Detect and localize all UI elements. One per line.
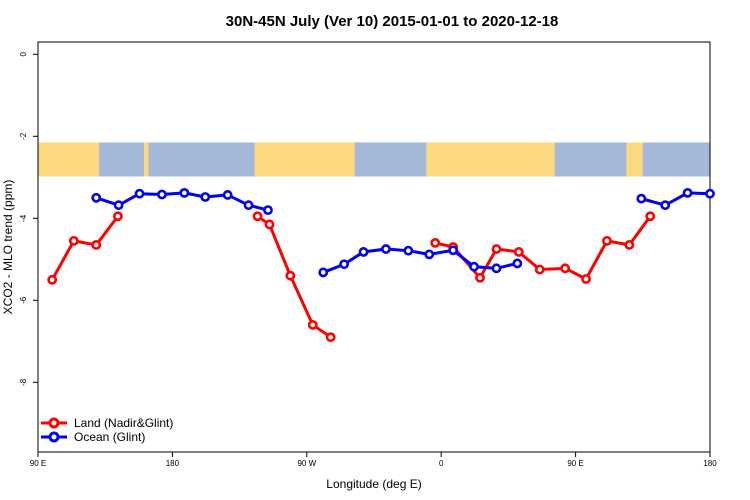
map-ocean — [38, 142, 710, 177]
series-1-point-0-1 — [113, 200, 124, 211]
series-0-point-2-4 — [513, 247, 524, 257]
series-1-line-1 — [322, 247, 518, 274]
y-tick-label-0: 0 — [19, 52, 28, 57]
map-land-1 — [144, 142, 149, 177]
series-1-point-0-7 — [243, 200, 254, 211]
series-1-point-1-7 — [469, 261, 479, 272]
y-tick-label-3: -6 — [19, 296, 28, 304]
x-tick-label-4: 90 E — [567, 459, 583, 468]
map-land-4 — [626, 142, 643, 177]
series-1-point-0-0 — [91, 192, 102, 203]
series-1-point-0-6 — [222, 190, 233, 200]
series-0-point-2-6 — [560, 263, 571, 274]
map-land-0 — [38, 142, 100, 177]
series-1-point-0-2 — [134, 188, 145, 199]
series-1-line-2 — [640, 191, 711, 207]
series-0-point-1-4 — [325, 332, 336, 343]
y-axis: 0 -2 -4 -6 -8 — [19, 52, 38, 386]
series-0-point-2-3 — [491, 244, 502, 254]
series-1-point-2-3 — [705, 188, 715, 199]
series-1-point-2-1 — [660, 200, 671, 211]
legend-ocean-marker — [48, 431, 60, 443]
series-0-point-1-2 — [285, 270, 296, 281]
series-1-point-0-8 — [263, 205, 273, 215]
series-1-point-1-5 — [424, 249, 435, 260]
series-1-point-1-2 — [358, 247, 369, 257]
x-tick-label-5: 180 — [703, 459, 717, 468]
x-tick-label-0: 90 E — [30, 459, 46, 468]
y-tick-label-4: -8 — [19, 378, 28, 386]
plot-frame — [37, 41, 711, 453]
world-map-strip — [38, 142, 710, 177]
legend-land-marker — [48, 417, 60, 429]
series-0-point-2-2 — [475, 272, 485, 283]
x-tick-label-2: 90 W — [297, 459, 316, 468]
series-0-point-2-0 — [430, 237, 441, 248]
series-0-point-0-2 — [91, 240, 102, 250]
x-tick-label-3: 0 — [439, 459, 444, 468]
series-0-line-0 — [50, 215, 120, 281]
series-0-point-2-5 — [534, 264, 545, 275]
series-1-point-1-3 — [381, 244, 391, 254]
series-0-point-1-0 — [252, 211, 263, 222]
x-axis-label: Longitude (deg E) — [326, 477, 421, 491]
y-tick-label-1: -2 — [19, 132, 28, 140]
series-0-point-2-7 — [581, 274, 591, 284]
x-tick-label-1: 180 — [166, 459, 180, 468]
series-1-point-1-8 — [491, 263, 502, 274]
series-1-point-0-5 — [200, 192, 211, 202]
series-0-point-1-1 — [264, 219, 275, 230]
series-layer — [47, 187, 715, 343]
series-1-point-1-4 — [403, 245, 414, 256]
series-1-point-2-2 — [682, 187, 693, 198]
legend-land-label: Land (Nadir&Glint) — [74, 416, 173, 430]
series-0-point-2-9 — [624, 240, 635, 250]
series-0-point-0-3 — [112, 211, 123, 222]
series-1-point-0-4 — [179, 187, 190, 198]
legend-ocean-label: Ocean (Glint) — [74, 430, 145, 444]
series-1-point-1-1 — [339, 259, 350, 270]
series-0-point-0-0 — [47, 274, 58, 285]
chart-title: 30N-45N July (Ver 10) 2015-01-01 to 2020… — [226, 13, 559, 30]
series-0-point-0-1 — [68, 235, 79, 246]
series-1-point-1-6 — [448, 245, 459, 256]
series-0-point-1-3 — [307, 319, 318, 330]
series-1-point-0-3 — [157, 189, 167, 200]
series-0-point-2-10 — [645, 211, 656, 222]
x-axis: 90 E 180 90 W 0 90 E 180 — [30, 452, 717, 468]
y-axis-label: XCO2 - MLO trend (ppm) — [1, 180, 15, 315]
series-0-point-2-8 — [602, 235, 612, 246]
series-1-point-2-0 — [636, 193, 647, 204]
map-land-3 — [426, 142, 555, 177]
series-1-point-1-9 — [512, 258, 523, 269]
legend: Land (Nadir&Glint) Ocean (Glint) — [41, 416, 173, 444]
series-1-point-1-0 — [318, 267, 329, 278]
y-tick-label-2: -4 — [19, 214, 28, 222]
map-land-2 — [254, 142, 355, 177]
